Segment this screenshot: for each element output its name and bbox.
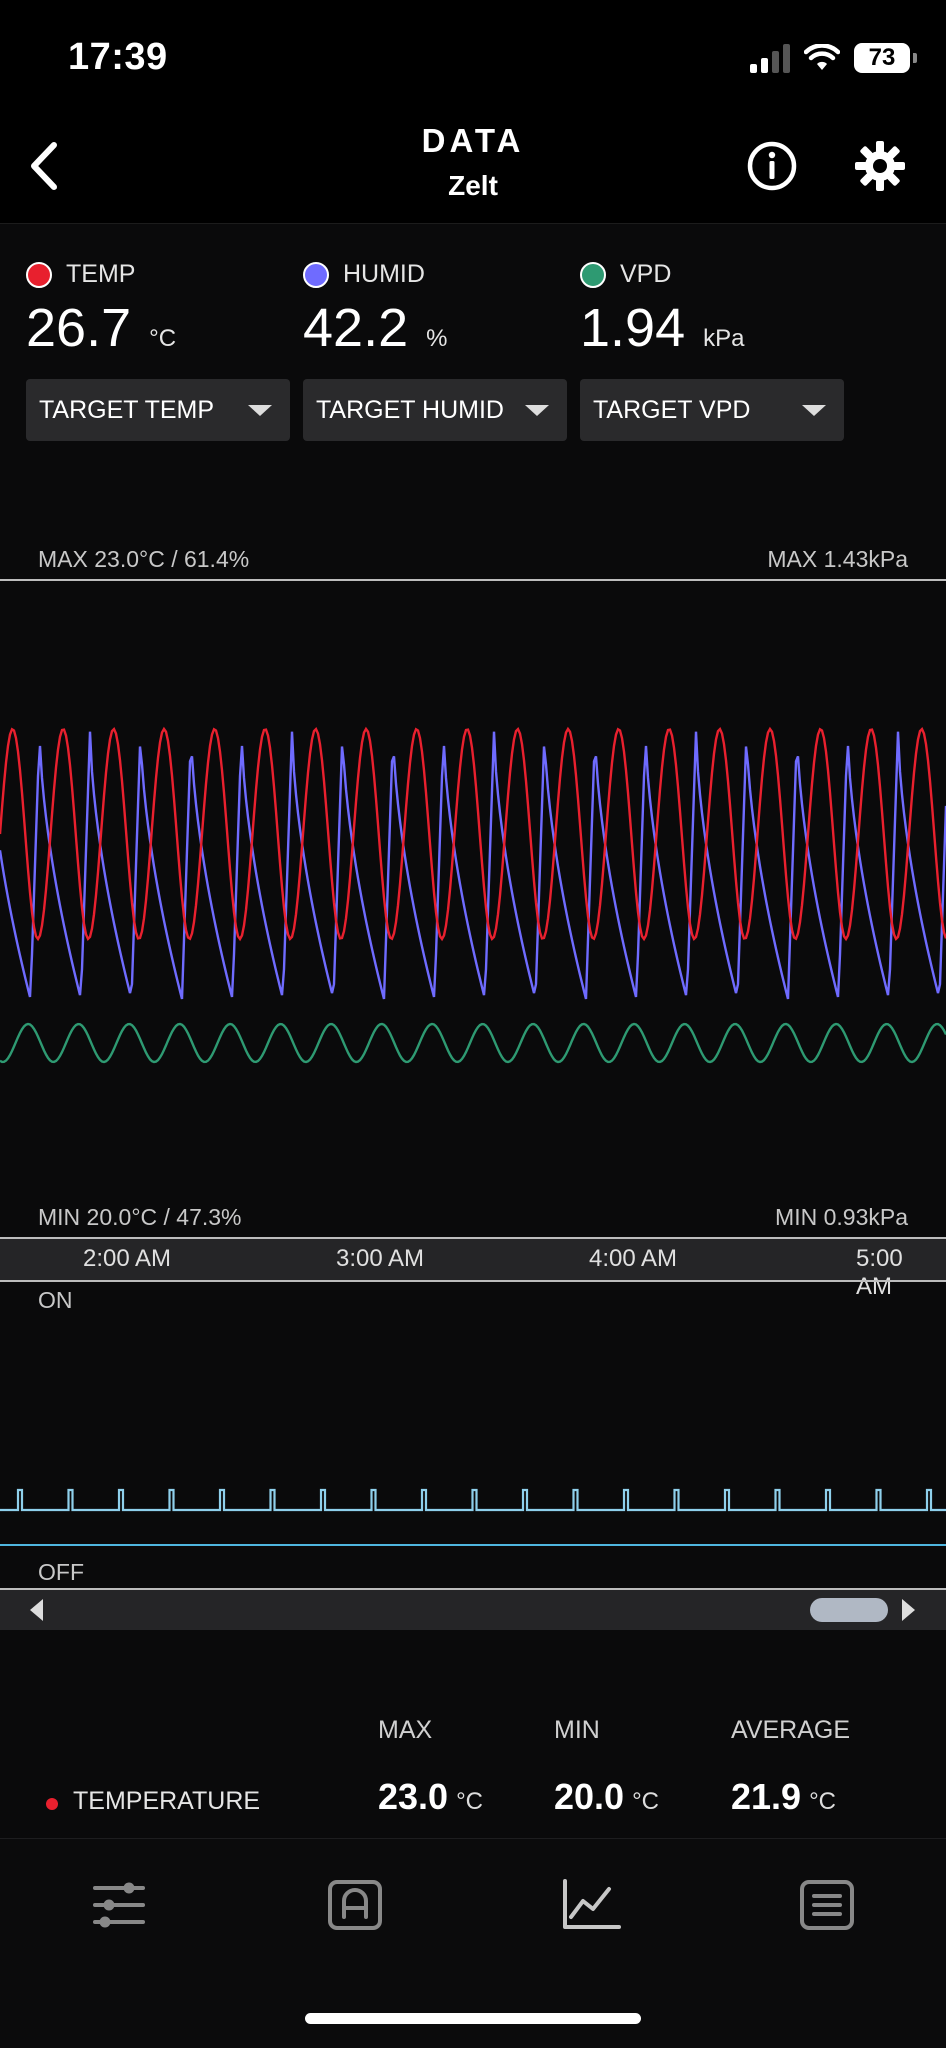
sliders-icon xyxy=(93,1882,145,1928)
list-icon xyxy=(800,1880,854,1930)
vpd-dot xyxy=(580,261,606,288)
chart-scrollbar[interactable] xyxy=(0,1590,946,1630)
stats-unit: °C xyxy=(809,1788,837,1815)
target-humid-dropdown[interactable]: TARGET HUMID xyxy=(303,379,567,441)
page-subtitle: Zelt xyxy=(448,170,498,201)
chart-bottom-line xyxy=(0,1237,946,1239)
back-button[interactable] xyxy=(14,136,74,196)
chart-max-left: MAX 23.0°C / 61.4% xyxy=(38,546,250,572)
time-tick: 5:00 AM xyxy=(856,1245,903,1300)
time-axis: 2:00 AM 3:00 AM 4:00 AM 5:00 AM xyxy=(0,1239,946,1300)
temperature-dot xyxy=(46,1798,58,1810)
metric-vpd-value: 1.94 xyxy=(580,298,686,358)
humid-series xyxy=(0,731,946,1000)
target-humid-label: TARGET HUMID xyxy=(316,395,504,424)
device-bottom-line xyxy=(0,1588,946,1590)
device-off-label: OFF xyxy=(38,1559,84,1585)
stats-max-value: 23.0 °C xyxy=(378,1776,483,1818)
metric-vpd: VPD 1.94 kPa xyxy=(580,260,744,359)
vpd-series xyxy=(0,1022,946,1064)
stats-avg-value: 21.9 °C xyxy=(731,1776,836,1818)
time-axis-bottom-line xyxy=(0,1280,946,1282)
stats-header-max: MAX xyxy=(378,1716,433,1744)
metric-humid-label: HUMID xyxy=(343,260,425,288)
status-bar: 17:39 73 xyxy=(0,0,946,110)
metric-humid-unit: % xyxy=(426,325,448,352)
cellular-signal-icon xyxy=(750,43,790,73)
metric-temp-value: 26.7 xyxy=(26,298,132,358)
auto-mode-icon xyxy=(328,1880,382,1930)
device-state-chart xyxy=(0,1488,946,1512)
device-state-series xyxy=(0,1488,946,1512)
caret-down-icon xyxy=(248,404,272,416)
scroll-left-icon[interactable] xyxy=(30,1599,43,1621)
metric-vpd-label: VPD xyxy=(620,260,672,288)
target-vpd-dropdown[interactable]: TARGET VPD xyxy=(580,379,844,441)
page-title: DATA xyxy=(421,122,525,159)
scroll-right-icon[interactable] xyxy=(902,1599,915,1621)
chart-max-right: MAX 1.43kPa xyxy=(767,546,908,572)
temp-series xyxy=(0,726,946,942)
chart-top-line xyxy=(0,579,946,581)
gear-icon xyxy=(855,141,905,191)
stats-avg-number: 21.9 xyxy=(731,1776,802,1817)
stats-header-average: AVERAGE xyxy=(731,1716,851,1744)
wifi-icon xyxy=(804,44,840,70)
temp-dot xyxy=(26,261,52,288)
target-temp-dropdown[interactable]: TARGET TEMP xyxy=(26,379,290,441)
info-icon xyxy=(747,141,797,191)
stats-unit: °C xyxy=(632,1788,660,1815)
stats-unit: °C xyxy=(456,1788,484,1815)
battery-icon: 73 xyxy=(854,43,917,73)
scroll-thumb[interactable] xyxy=(810,1598,888,1622)
tab-log[interactable] xyxy=(792,1873,862,1937)
tab-data[interactable] xyxy=(556,1873,626,1937)
caret-down-icon xyxy=(802,404,826,416)
target-temp-label: TARGET TEMP xyxy=(39,395,215,424)
humid-dot xyxy=(303,261,329,288)
chevron-left-icon xyxy=(31,142,57,190)
time-tick: 2:00 AM xyxy=(82,1245,172,1272)
device-on-label: ON xyxy=(38,1287,73,1313)
home-indicator xyxy=(305,2013,641,2024)
stats-header-min: MIN xyxy=(554,1716,600,1744)
chart-min-right: MIN 0.93kPa xyxy=(775,1204,908,1230)
caret-down-icon xyxy=(525,404,549,416)
stats-min-number: 20.0 xyxy=(554,1776,625,1817)
data-content: TEMP 26.7 °C HUMID 42.2 % VPD 1.94 kPa T… xyxy=(0,224,946,1838)
tab-auto[interactable] xyxy=(320,1873,390,1937)
stats-max-number: 23.0 xyxy=(378,1776,449,1817)
time-tick: 3:00 AM xyxy=(335,1245,425,1272)
status-icons: 73 xyxy=(750,40,917,76)
nav-bar: DATA Zelt xyxy=(0,110,946,224)
time-tick: 4:00 AM xyxy=(588,1245,678,1272)
chart-icon xyxy=(563,1879,621,1929)
info-button[interactable] xyxy=(742,136,802,196)
device-baseline xyxy=(0,1544,946,1546)
metric-temp-unit: °C xyxy=(149,325,177,352)
settings-button[interactable] xyxy=(850,136,910,196)
metric-humid: HUMID 42.2 % xyxy=(303,260,447,359)
chart-min-left: MIN 20.0°C / 47.3% xyxy=(38,1204,242,1230)
stats-row-label: TEMPERATURE xyxy=(73,1787,261,1815)
status-time: 17:39 xyxy=(68,36,168,78)
metric-temp-label: TEMP xyxy=(66,260,136,288)
tab-controls[interactable] xyxy=(84,1873,154,1937)
stats-min-value: 20.0 °C xyxy=(554,1776,659,1818)
metric-vpd-unit: kPa xyxy=(703,325,745,352)
metric-humid-value: 42.2 xyxy=(303,298,409,358)
metric-temp: TEMP 26.7 °C xyxy=(26,260,176,359)
target-vpd-label: TARGET VPD xyxy=(593,395,751,424)
sensor-chart[interactable] xyxy=(0,594,946,1114)
